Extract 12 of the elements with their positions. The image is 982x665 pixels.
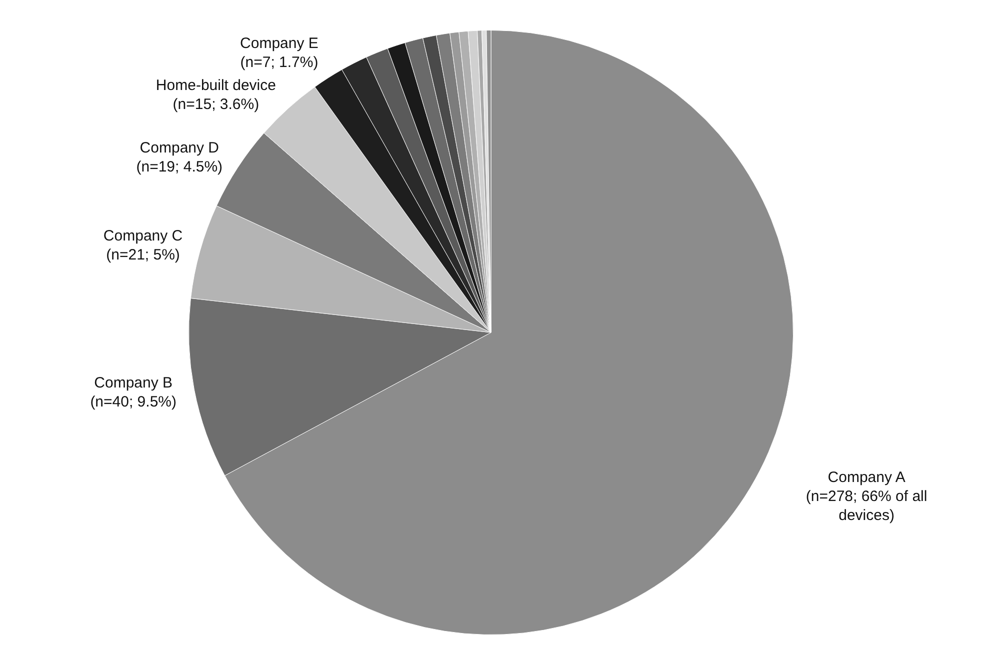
slice-label: Company D [140, 140, 220, 157]
data-label: (n=40; 9.5%) [90, 394, 176, 411]
slice-label: Company B [94, 374, 173, 392]
data-label: (n=278; 66% of all devices) [806, 488, 928, 524]
data-label: (n=19; 4.5%) [136, 158, 223, 176]
slice-label: Home-built device [156, 76, 276, 94]
slice-label: Company A [828, 468, 906, 486]
slice-label: Company C [103, 228, 183, 245]
data-label: (n=15; 3.6%) [172, 96, 260, 113]
data-label: (n=7; 1.7%) [240, 54, 318, 71]
slice-label: Company E [240, 34, 318, 52]
data-label: (n=21; 5%) [106, 246, 180, 264]
